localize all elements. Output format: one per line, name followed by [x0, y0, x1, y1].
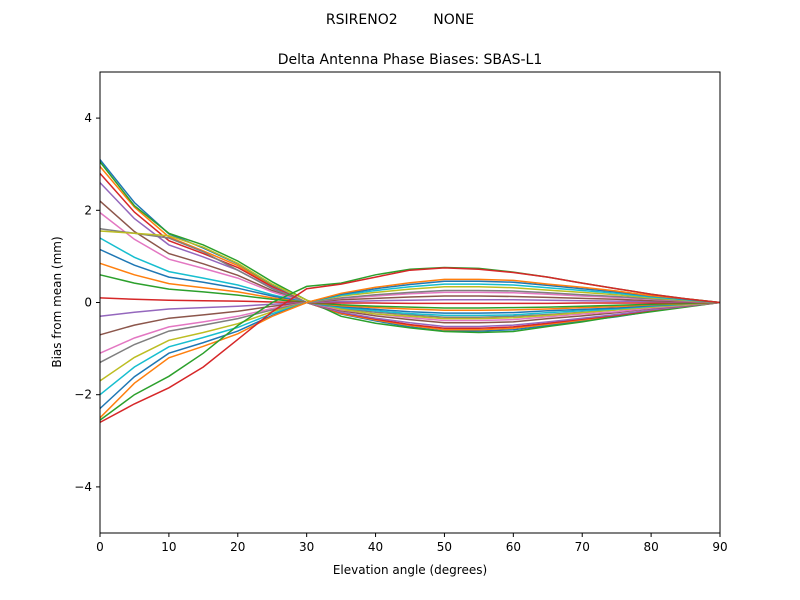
y-tick-label: 2	[84, 203, 92, 217]
x-tick-label: 60	[506, 540, 521, 554]
series-line-15	[99, 295, 721, 336]
series-line-11	[99, 262, 721, 312]
x-axis-label: Elevation angle (degrees)	[333, 563, 487, 577]
series-line-14	[99, 298, 721, 318]
series-line-23	[99, 267, 721, 424]
x-tick-label: 50	[437, 540, 452, 554]
series-line-2	[99, 161, 721, 334]
series-line-8	[99, 230, 721, 320]
series-line-3	[99, 172, 721, 330]
series-line-16	[99, 291, 721, 354]
series-line-13	[99, 297, 720, 305]
series-line-4	[99, 182, 721, 328]
series-line-17	[99, 289, 721, 364]
series-line-5	[99, 200, 721, 324]
y-tick-label: 4	[84, 111, 92, 125]
series-line-19	[99, 283, 721, 396]
x-tick-label: 20	[230, 540, 245, 554]
series-line-10	[99, 248, 721, 314]
series-line-6	[99, 212, 721, 322]
y-axis-label: Bias from mean (mm)	[50, 236, 64, 367]
x-tick-label: 30	[299, 540, 314, 554]
x-tick-label: 70	[575, 540, 590, 554]
chart-title: Delta Antenna Phase Biases: SBAS-L1	[278, 52, 543, 68]
y-axis: −4 −2 0 2 4	[74, 111, 100, 494]
series-line-21	[99, 278, 721, 419]
series-lines	[99, 159, 721, 424]
x-axis: 0 10 20 30 40 50 60 70 80 90	[96, 533, 728, 554]
x-tick-label: 90	[712, 540, 727, 554]
series-line-12	[99, 274, 721, 309]
chart-suptitle: RSIRENO2 NONE	[326, 12, 474, 28]
y-tick-label: −2	[74, 388, 92, 402]
x-tick-label: 0	[96, 540, 104, 554]
y-tick-label: 0	[84, 296, 92, 310]
series-line-20	[99, 280, 721, 410]
x-tick-label: 80	[643, 540, 658, 554]
y-tick-label: −4	[74, 480, 92, 494]
series-line-18	[99, 286, 721, 382]
x-tick-label: 10	[161, 540, 176, 554]
series-line-9	[99, 237, 721, 317]
x-tick-label: 40	[368, 540, 383, 554]
